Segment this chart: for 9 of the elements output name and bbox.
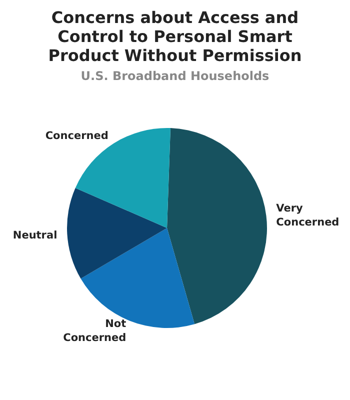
slice-label: Very Concerned — [276, 202, 340, 229]
chart-subtitle: U.S. Broadband Households — [80, 69, 270, 83]
pie-slice — [67, 188, 167, 279]
chart-title: Concerns about Access and Control to Personal Smart Product Without Permission — [47, 8, 303, 65]
slice-label: Neutral — [12, 230, 58, 242]
pie-slice — [167, 128, 267, 324]
pie-slice — [80, 228, 195, 328]
slice-label: Concerned — [45, 130, 108, 142]
slice-label: Not Concerned — [63, 318, 126, 344]
